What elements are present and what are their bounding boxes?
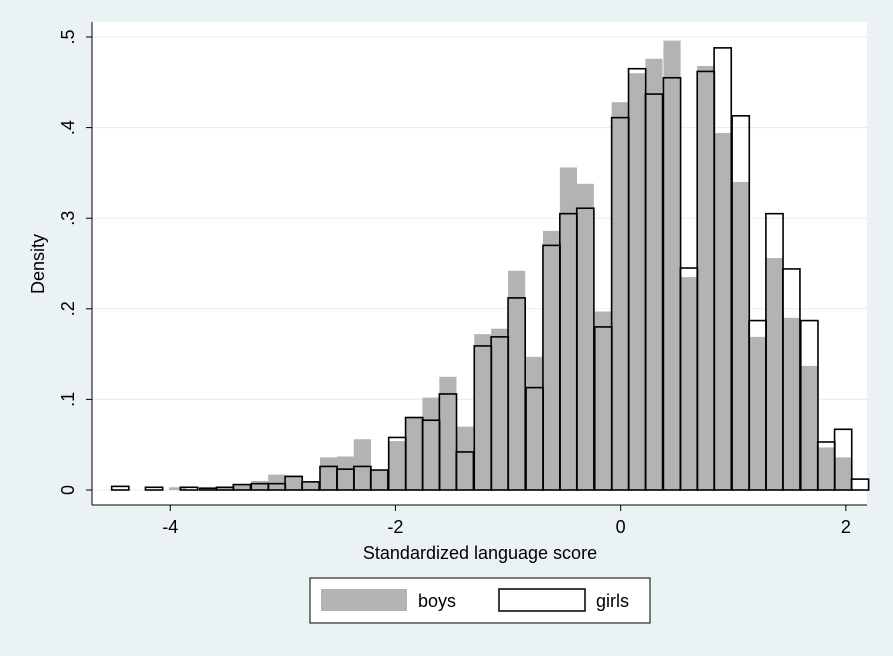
bar-girls <box>833 428 853 491</box>
bar-boys <box>285 475 303 490</box>
bar-girls <box>301 481 320 491</box>
bar-girls <box>731 115 751 491</box>
bar-girls <box>110 485 130 491</box>
y-tick-label: .2 <box>58 301 78 316</box>
bar-girls <box>179 486 199 491</box>
y-tick-label: .4 <box>58 120 78 135</box>
bar-boys <box>663 40 681 491</box>
girls-bars <box>110 47 870 491</box>
bar-boys <box>526 356 544 490</box>
y-axis-ticks: 0 .1 .2 .3 .4 .5 <box>58 29 92 495</box>
y-axis-label: Density <box>28 234 48 294</box>
bar-boys <box>645 58 663 491</box>
bar-boys <box>732 181 750 490</box>
legend-swatch-boys <box>321 589 407 611</box>
y-tick-label: .1 <box>58 392 78 407</box>
bar-girls <box>438 393 458 491</box>
bar-girls <box>144 486 164 491</box>
bar-boys <box>251 480 269 490</box>
x-tick-label: -2 <box>387 517 403 537</box>
bar-boys <box>559 167 577 491</box>
bar-girls <box>369 469 389 491</box>
bar-girls <box>799 319 819 491</box>
bar-boys <box>611 102 629 491</box>
bar-boys <box>319 457 338 490</box>
bar-girls <box>644 93 664 491</box>
bar-girls <box>781 268 801 491</box>
bar-boys <box>680 277 698 490</box>
bar-boys <box>216 487 234 490</box>
x-axis-ticks: -4 -2 0 2 <box>162 505 851 537</box>
bar-boys <box>456 426 474 490</box>
bar-boys <box>268 474 286 490</box>
x-tick-label: 0 <box>616 517 626 537</box>
bar-girls <box>850 478 870 491</box>
bar-boys <box>714 133 732 490</box>
bar-boys <box>508 270 526 490</box>
bar-boys <box>749 336 767 490</box>
bar-boys <box>474 334 492 490</box>
bar-boys <box>353 439 371 490</box>
x-axis-label: Standardized language score <box>363 543 597 563</box>
bar-boys <box>370 470 388 490</box>
bar-girls <box>455 451 475 491</box>
bar-boys <box>199 488 217 490</box>
legend-swatch-girls <box>498 588 586 612</box>
bar-boys <box>301 481 320 490</box>
y-tick-label: .5 <box>58 29 78 44</box>
bar-boys <box>405 417 423 490</box>
y-tick-label: .3 <box>58 211 78 226</box>
bar-boys <box>422 397 440 490</box>
bar-boys <box>594 311 612 490</box>
boys-bars <box>169 40 852 491</box>
bar-boys <box>169 487 187 490</box>
x-tick-label: 2 <box>841 517 851 537</box>
bar-boys <box>765 258 784 490</box>
bar-boys <box>233 484 251 490</box>
legend: boys girls <box>309 577 651 624</box>
bar-boys <box>336 456 355 490</box>
bar-girls <box>507 297 527 491</box>
bar-boys <box>439 376 457 490</box>
bar-boys <box>697 65 715 490</box>
bar-girls <box>713 47 733 491</box>
legend-label-boys: boys <box>418 591 456 611</box>
bar-boys <box>628 73 646 491</box>
bar-girls <box>232 483 252 491</box>
legend-label-girls: girls <box>596 591 629 611</box>
x-tick-label: -4 <box>162 517 178 537</box>
bar-boys <box>782 317 800 490</box>
y-tick-label: 0 <box>58 485 78 495</box>
bar-boys <box>834 457 852 490</box>
bar-girls <box>575 207 595 491</box>
bar-boys <box>491 328 509 490</box>
bar-boys <box>800 365 818 490</box>
bar-boys <box>388 441 406 490</box>
bar-boys <box>576 183 594 490</box>
bar-boys <box>817 447 835 490</box>
bar-boys <box>542 230 561 490</box>
